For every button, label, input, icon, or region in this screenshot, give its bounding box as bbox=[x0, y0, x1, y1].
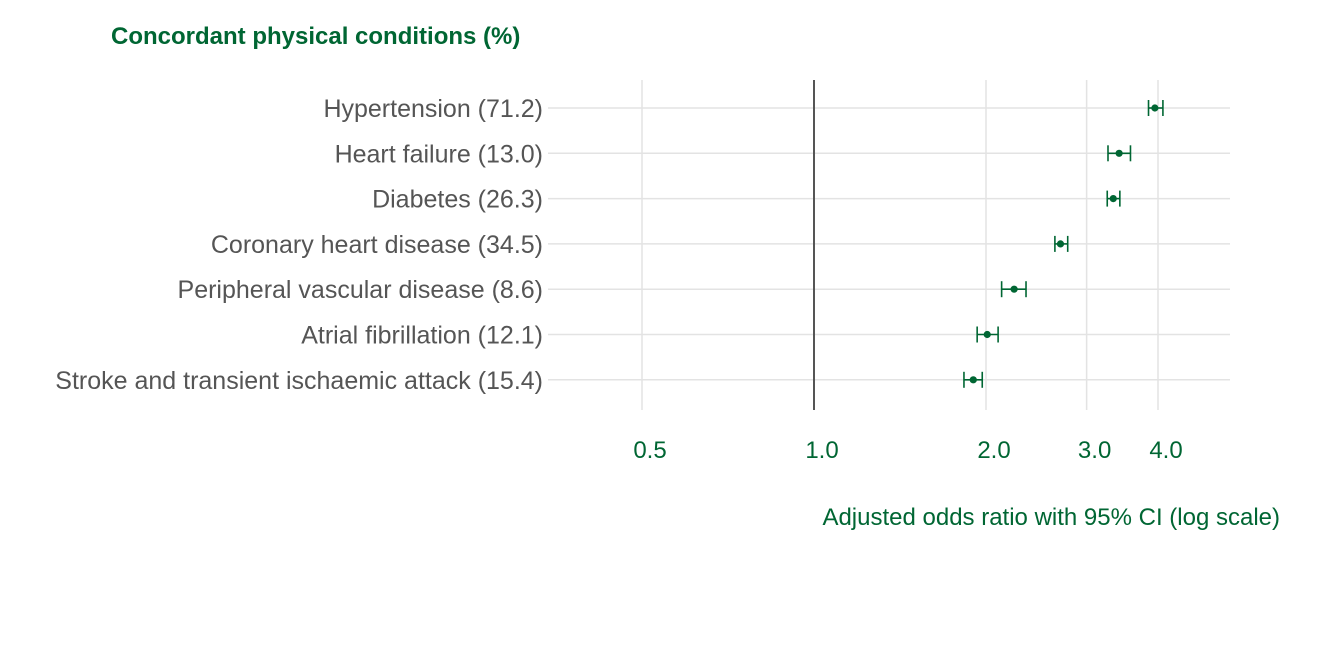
estimate-marker bbox=[1107, 145, 1132, 162]
point-estimate bbox=[969, 376, 977, 384]
data-marks bbox=[963, 100, 1164, 388]
x-tick-label: 3.0 bbox=[1078, 437, 1111, 464]
point-estimate bbox=[1151, 104, 1159, 112]
x-axis-title: Adjusted odds ratio with 95% CI (log sca… bbox=[822, 504, 1280, 531]
estimate-marker bbox=[1147, 100, 1164, 116]
estimate-marker bbox=[976, 326, 999, 343]
category-label: Peripheral vascular disease (8.6) bbox=[178, 276, 543, 304]
estimate-marker bbox=[963, 371, 984, 388]
x-tick-label: 4.0 bbox=[1149, 437, 1182, 464]
x-tick-label: 1.0 bbox=[805, 437, 838, 464]
x-tick-label: 2.0 bbox=[977, 437, 1010, 464]
category-label: Hypertension (71.2) bbox=[323, 95, 543, 123]
point-estimate bbox=[1056, 240, 1065, 248]
x-axis-ticks: 0.5 1.0 2.0 3.0 4.0 bbox=[633, 437, 1182, 464]
category-label: Coronary heart disease (34.5) bbox=[211, 231, 543, 259]
point-estimate bbox=[983, 330, 991, 339]
category-label: Atrial fibrillation (12.1) bbox=[301, 322, 543, 350]
estimate-marker bbox=[1000, 281, 1027, 298]
point-estimate bbox=[1109, 195, 1117, 203]
grid-layer bbox=[548, 80, 1230, 410]
category-label: Heart failure (13.0) bbox=[335, 140, 543, 168]
category-label: Diabetes (26.3) bbox=[372, 186, 543, 214]
point-estimate bbox=[1010, 285, 1018, 293]
x-tick-label: 0.5 bbox=[633, 437, 666, 464]
category-label: Stroke and transient ischaemic attack (1… bbox=[55, 367, 543, 395]
estimate-marker bbox=[1106, 190, 1121, 207]
estimate-marker bbox=[1054, 235, 1069, 252]
point-estimate bbox=[1115, 149, 1123, 157]
category-labels: Hypertension (71.2) Heart failure (13.0) D… bbox=[55, 95, 543, 395]
chart-title: Concordant physical conditions (%) bbox=[111, 23, 520, 50]
